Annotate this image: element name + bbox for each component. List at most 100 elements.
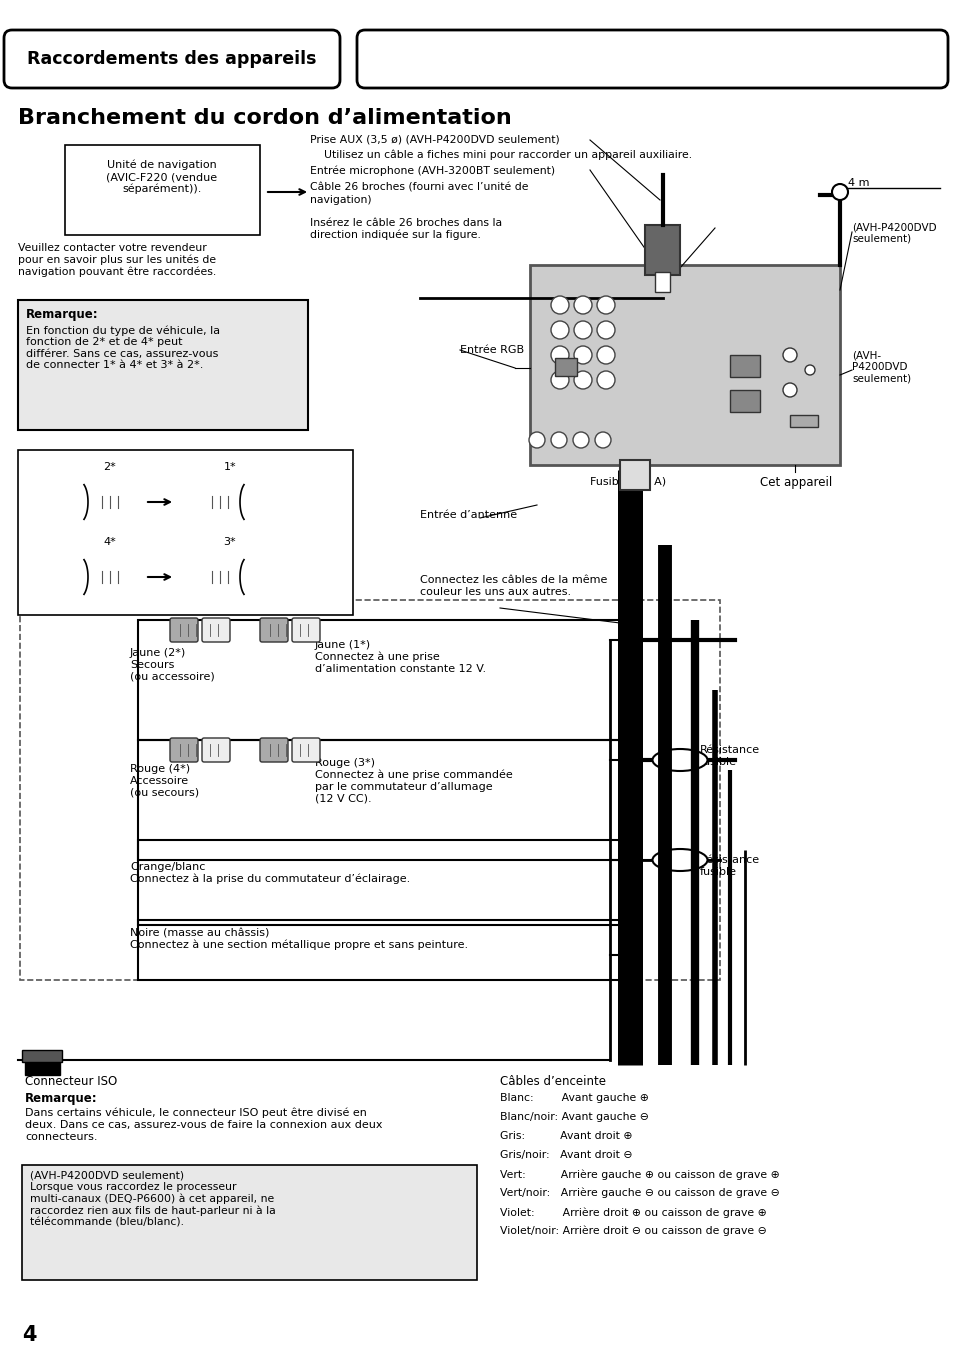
- Circle shape: [551, 347, 568, 364]
- Bar: [555, 357, 577, 376]
- Text: (AVH-P4200DVD
seulement): (AVH-P4200DVD seulement): [851, 222, 936, 244]
- Text: (AVH-P4200DVD seulement)
Lorsque vous raccordez le processeur
multi-canaux (DEQ-: (AVH-P4200DVD seulement) Lorsque vous ra…: [30, 1170, 275, 1228]
- Bar: [20, 600, 720, 980]
- Text: Utilisez un câble a fiches mini pour raccorder un appareil auxiliaire.: Utilisez un câble a fiches mini pour rac…: [310, 150, 691, 161]
- Circle shape: [782, 348, 796, 362]
- Bar: [729, 355, 760, 376]
- FancyBboxPatch shape: [86, 490, 133, 515]
- Bar: [138, 839, 627, 925]
- Text: En fonction du type de véhicule, la
fonction de 2* et de 4* peut
différer. Sans : En fonction du type de véhicule, la fonc…: [26, 325, 220, 370]
- FancyBboxPatch shape: [260, 738, 288, 762]
- Circle shape: [782, 383, 796, 397]
- Text: Câbles d’enceinte: Câbles d’enceinte: [499, 1075, 605, 1089]
- FancyBboxPatch shape: [202, 617, 230, 642]
- Text: Orange/blanc
Connectez à la prise du commutateur d’éclairage.: Orange/blanc Connectez à la prise du com…: [130, 862, 410, 884]
- Text: Gris:          Avant droit ⊕: Gris: Avant droit ⊕: [499, 1131, 632, 1141]
- FancyBboxPatch shape: [4, 30, 339, 88]
- Text: Gris/noir:   Avant droit ⊖: Gris/noir: Avant droit ⊖: [499, 1150, 632, 1160]
- Circle shape: [551, 321, 568, 338]
- Text: Branchement du cordon d’alimentation: Branchement du cordon d’alimentation: [18, 108, 511, 129]
- Bar: [138, 919, 627, 980]
- Text: 4: 4: [22, 1326, 36, 1345]
- Text: 4*: 4*: [104, 538, 116, 547]
- Circle shape: [573, 432, 588, 448]
- Bar: [25, 1060, 60, 1075]
- Bar: [138, 620, 627, 741]
- Text: Rouge (4*)
Accessoire
(ou secours): Rouge (4*) Accessoire (ou secours): [130, 764, 199, 798]
- Circle shape: [574, 297, 592, 314]
- Bar: [138, 741, 627, 860]
- Circle shape: [551, 371, 568, 389]
- Text: Veuillez contacter votre revendeur
pour en savoir plus sur les unités de
navigat: Veuillez contacter votre revendeur pour …: [18, 242, 216, 278]
- Text: Rouge (3*)
Connectez à une prise commandée
par le commutateur d’allumage
(12 V C: Rouge (3*) Connectez à une prise command…: [314, 758, 512, 803]
- Text: (AVH-
P4200DVD
seulement): (AVH- P4200DVD seulement): [851, 349, 910, 383]
- Ellipse shape: [652, 849, 707, 871]
- Text: Fusible (10 A): Fusible (10 A): [589, 477, 665, 486]
- Text: Câble 26 broches (fourni avec l’unité de
navigation): Câble 26 broches (fourni avec l’unité de…: [310, 183, 528, 204]
- FancyBboxPatch shape: [292, 617, 319, 642]
- FancyBboxPatch shape: [170, 617, 198, 642]
- FancyBboxPatch shape: [195, 490, 244, 515]
- Circle shape: [551, 432, 566, 448]
- Bar: [530, 265, 840, 464]
- Circle shape: [831, 184, 847, 200]
- Text: Vert:          Arrière gauche ⊕ ou caisson de grave ⊕: Vert: Arrière gauche ⊕ ou caisson de gra…: [499, 1169, 779, 1179]
- Text: Entrée microphone (AVH-3200BT seulement): Entrée microphone (AVH-3200BT seulement): [310, 165, 555, 176]
- Bar: [789, 414, 817, 427]
- Bar: [644, 225, 679, 275]
- Text: Vert/noir:   Arrière gauche ⊖ ou caisson de grave ⊖: Vert/noir: Arrière gauche ⊖ ou caisson d…: [499, 1187, 779, 1198]
- Circle shape: [595, 432, 610, 448]
- Bar: [22, 1164, 476, 1280]
- Text: Jaune (2*)
Secours
(ou accessoire): Jaune (2*) Secours (ou accessoire): [130, 649, 214, 681]
- Text: Entrée RGB: Entrée RGB: [459, 345, 523, 355]
- FancyBboxPatch shape: [170, 738, 198, 762]
- Circle shape: [597, 371, 615, 389]
- FancyBboxPatch shape: [86, 565, 133, 589]
- Text: 3*: 3*: [223, 538, 236, 547]
- Text: Remarque:: Remarque:: [26, 307, 98, 321]
- Text: Résistance
fusible: Résistance fusible: [700, 745, 760, 766]
- Text: 2*: 2*: [104, 462, 116, 473]
- Circle shape: [597, 297, 615, 314]
- Bar: [619, 460, 649, 490]
- Text: Violet:        Arrière droit ⊕ ou caisson de grave ⊕: Violet: Arrière droit ⊕ ou caisson de gr…: [499, 1206, 766, 1217]
- FancyBboxPatch shape: [292, 738, 319, 762]
- Text: Cet appareil: Cet appareil: [760, 477, 831, 489]
- Text: Entrée d’antenne: Entrée d’antenne: [419, 510, 517, 520]
- Text: Unité de navigation
(AVIC-F220 (vendue
séparément)).: Unité de navigation (AVIC-F220 (vendue s…: [107, 160, 217, 195]
- Text: 4 m: 4 m: [847, 177, 868, 188]
- Ellipse shape: [652, 749, 707, 770]
- Text: Connecteur ISO: Connecteur ISO: [25, 1075, 117, 1089]
- FancyBboxPatch shape: [202, 738, 230, 762]
- Circle shape: [804, 366, 814, 375]
- Text: Prise AUX (3,5 ø) (AVH-P4200DVD seulement): Prise AUX (3,5 ø) (AVH-P4200DVD seulemen…: [310, 135, 559, 145]
- Circle shape: [597, 347, 615, 364]
- Bar: [65, 145, 260, 236]
- Bar: [655, 272, 669, 292]
- FancyBboxPatch shape: [260, 617, 288, 642]
- Circle shape: [574, 321, 592, 338]
- Text: Connectez les câbles de la même
couleur les uns aux autres.: Connectez les câbles de la même couleur …: [419, 575, 607, 597]
- Circle shape: [551, 297, 568, 314]
- Text: 1*: 1*: [223, 462, 236, 473]
- Bar: [22, 1049, 62, 1062]
- Text: Blanc/noir: Avant gauche ⊖: Blanc/noir: Avant gauche ⊖: [499, 1112, 648, 1122]
- Bar: [18, 301, 308, 431]
- Text: Jaune (1*)
Connectez à une prise
d’alimentation constante 12 V.: Jaune (1*) Connectez à une prise d’alime…: [314, 640, 486, 674]
- Circle shape: [574, 371, 592, 389]
- Circle shape: [529, 432, 544, 448]
- Circle shape: [597, 321, 615, 338]
- FancyBboxPatch shape: [356, 30, 947, 88]
- Text: Blanc:        Avant gauche ⊕: Blanc: Avant gauche ⊕: [499, 1093, 648, 1104]
- FancyBboxPatch shape: [195, 565, 244, 589]
- Circle shape: [574, 347, 592, 364]
- Text: Dans certains véhicule, le connecteur ISO peut être divisé en
deux. Dans ce cas,: Dans certains véhicule, le connecteur IS…: [25, 1108, 382, 1141]
- Bar: [18, 450, 353, 615]
- Text: Violet/noir: Arrière droit ⊖ ou caisson de grave ⊖: Violet/noir: Arrière droit ⊖ ou caisson …: [499, 1225, 766, 1236]
- Text: Remarque:: Remarque:: [25, 1091, 97, 1105]
- Bar: [729, 390, 760, 412]
- Text: Résistance
fusible: Résistance fusible: [700, 854, 760, 876]
- Text: Insérez le câble 26 broches dans la
direction indiquée sur la figure.: Insérez le câble 26 broches dans la dire…: [310, 218, 501, 240]
- Text: Noire (masse au châssis)
Connectez à une section métallique propre et sans peint: Noire (masse au châssis) Connectez à une…: [130, 927, 468, 951]
- Text: Raccordements des appareils: Raccordements des appareils: [28, 50, 316, 68]
